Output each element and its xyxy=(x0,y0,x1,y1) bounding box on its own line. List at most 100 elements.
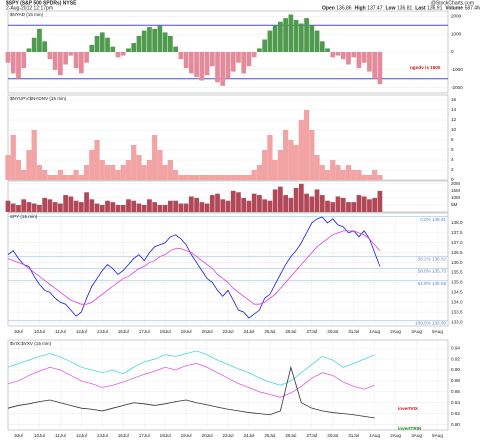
stat-label: Last xyxy=(415,5,426,11)
bar xyxy=(63,52,68,65)
bar xyxy=(215,193,220,212)
y-tick-label: 1000 xyxy=(451,31,462,36)
x-tick-label: 26Jul xyxy=(285,433,296,438)
y-tick-label: 0.82 xyxy=(451,411,460,416)
bar xyxy=(335,52,341,56)
x-tick-label: 20Jul xyxy=(202,329,213,334)
y-tick-label: 2 xyxy=(451,167,454,172)
bar xyxy=(105,200,110,212)
bar xyxy=(288,197,294,212)
y-tick-label: -1000 xyxy=(451,67,463,72)
bar xyxy=(309,25,315,52)
x-tick-label: 31Jul xyxy=(348,329,359,334)
area-slice xyxy=(361,175,367,180)
bar xyxy=(257,48,262,52)
stat-value: 137.47 xyxy=(367,5,383,11)
area-slice xyxy=(178,175,184,180)
bar xyxy=(314,189,320,212)
bar xyxy=(131,200,137,212)
area-slice xyxy=(293,145,299,180)
panel-title: $NYUPV:$NYDNV (15 min) xyxy=(10,96,67,101)
area-slice xyxy=(94,140,100,180)
bar xyxy=(120,52,126,56)
area-slice xyxy=(324,170,331,180)
x-tick-label: 17Jul xyxy=(139,329,150,334)
bar xyxy=(105,37,110,52)
area-slice xyxy=(351,170,357,180)
x-tick-label: 6Aug xyxy=(432,329,443,334)
area-slice xyxy=(10,135,16,180)
area-slice xyxy=(173,170,179,180)
x-tick-label: 2Aug xyxy=(390,433,401,438)
x-tick-label: 26Jul xyxy=(285,329,296,334)
fib-label: 38.2% 136.32 xyxy=(418,256,447,261)
area-slice xyxy=(340,170,346,180)
fib-label: 61.8% 135.08 xyxy=(418,281,447,286)
area-slice xyxy=(377,175,383,180)
bar xyxy=(21,52,27,69)
bar xyxy=(340,52,346,60)
bar xyxy=(246,52,252,67)
x-tick-label: 23Jul xyxy=(223,329,234,334)
bar xyxy=(47,52,53,60)
bar xyxy=(230,52,236,72)
bar xyxy=(162,204,168,212)
bar xyxy=(26,202,32,212)
y-tick-label: 0 xyxy=(451,49,454,54)
x-tick-label: 9Jul xyxy=(14,433,22,438)
y-tick-label: 5M xyxy=(451,202,458,207)
y-tick-label: 133.5 xyxy=(451,309,463,314)
y-tick-label: 0.88 xyxy=(451,378,460,383)
bar xyxy=(194,52,199,77)
bar xyxy=(99,204,105,212)
bar xyxy=(330,52,336,58)
bar xyxy=(262,199,268,212)
bar xyxy=(267,30,273,52)
x-tick-label: 27Jul xyxy=(306,433,317,438)
bar xyxy=(183,203,189,212)
bar xyxy=(346,202,351,212)
bar xyxy=(377,190,383,212)
x-tick-label: 2Aug xyxy=(390,329,401,334)
bar xyxy=(16,52,21,79)
x-tick-label: 20Jul xyxy=(202,433,213,438)
bar xyxy=(230,190,236,212)
bar xyxy=(288,14,294,53)
area-slice xyxy=(330,160,336,180)
bar xyxy=(220,199,226,212)
area-slice xyxy=(83,165,90,180)
bar xyxy=(94,35,100,52)
x-tick-label: 18Jul xyxy=(160,433,171,438)
bar xyxy=(241,52,247,74)
bar xyxy=(236,192,241,212)
area-slice xyxy=(120,165,126,180)
area-slice xyxy=(214,175,221,180)
area-slice xyxy=(277,150,283,180)
bar xyxy=(42,41,48,52)
bar xyxy=(89,199,95,212)
bar xyxy=(99,32,105,52)
area-slice xyxy=(89,150,95,180)
area-slice xyxy=(52,175,58,180)
area-slice xyxy=(366,175,373,180)
y-tick-label: 137.5 xyxy=(451,230,463,235)
x-tick-label: 13Jul xyxy=(97,329,108,334)
y-tick-label: 6 xyxy=(451,147,454,152)
area-slice xyxy=(125,160,132,180)
area-slice xyxy=(272,160,278,180)
bar xyxy=(58,52,63,76)
y-tick-label: -2000 xyxy=(451,85,463,90)
bar xyxy=(141,204,147,212)
area-slice xyxy=(104,165,111,180)
bar xyxy=(304,193,309,212)
stat-label: Open xyxy=(322,5,335,11)
bar xyxy=(199,52,205,81)
y-tick-label: 135.0 xyxy=(451,280,463,285)
bar xyxy=(241,197,247,212)
bar xyxy=(58,203,63,212)
bar xyxy=(351,202,357,212)
bar xyxy=(204,203,210,212)
x-tick-label: 24Jul xyxy=(243,329,254,334)
bar xyxy=(126,48,131,52)
x-tick-label: 11Jul xyxy=(55,433,66,438)
